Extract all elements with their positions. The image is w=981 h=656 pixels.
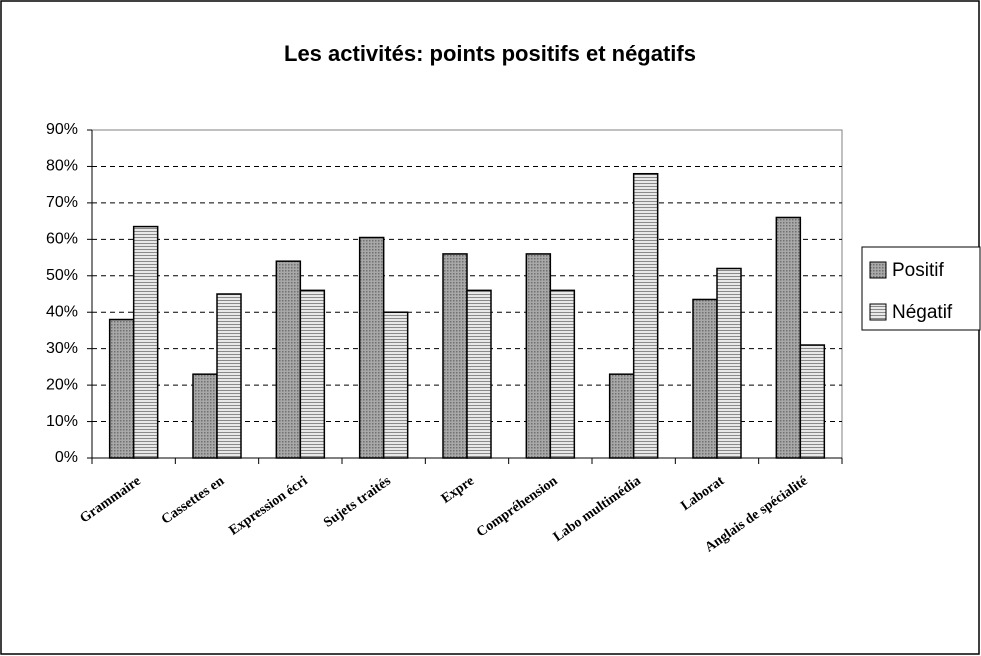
bar (275, 260, 302, 459)
bar (466, 289, 492, 459)
bar (775, 216, 802, 459)
y-tick-label: 90% (46, 121, 78, 138)
bar (358, 236, 385, 459)
legend-swatch (869, 303, 887, 321)
bar (549, 289, 576, 459)
y-tick-label: 50% (46, 267, 78, 284)
y-tick-label: 40% (46, 303, 78, 320)
bar (525, 253, 552, 459)
legend-label: Négatif (892, 302, 953, 323)
y-tick-label: 70% (46, 194, 78, 211)
bar (132, 225, 159, 459)
legend-label: Positif (892, 260, 944, 281)
legend-swatch (869, 261, 887, 279)
bar (382, 311, 409, 459)
bar (608, 373, 635, 459)
y-tick-label: 30% (46, 340, 78, 357)
bar (799, 344, 826, 459)
bar (108, 318, 135, 459)
bar (192, 373, 218, 459)
y-tick-label: 10% (46, 413, 78, 430)
bar (299, 289, 326, 459)
bar (692, 298, 718, 459)
bar (716, 267, 742, 459)
y-tick-label: 80% (46, 158, 78, 175)
y-tick-label: 20% (46, 376, 78, 393)
bar (442, 253, 468, 459)
y-tick-label: 0% (55, 449, 78, 466)
bar (216, 293, 242, 459)
chart-title: Les activités: points positifs et négati… (284, 41, 696, 66)
y-tick-label: 60% (46, 231, 78, 248)
bar (632, 172, 659, 459)
